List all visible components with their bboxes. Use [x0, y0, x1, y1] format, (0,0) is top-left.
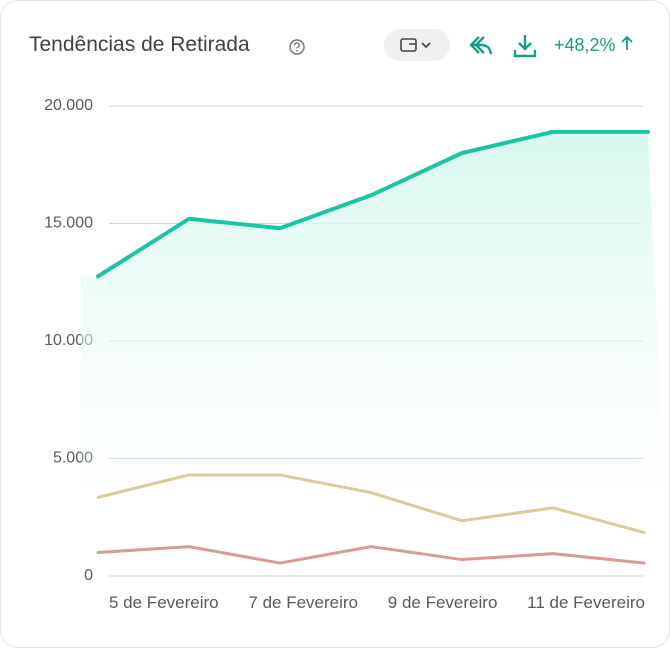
download-button[interactable] [512, 33, 538, 59]
x-tick-label: 11 de Fevereiro [527, 593, 645, 612]
y-tick-label: 20.000 [44, 97, 93, 114]
x-axis-labels: 5 de Fevereiro 7 de Fevereiro 9 de Feverei… [109, 593, 645, 613]
share-button[interactable] [468, 33, 494, 59]
y-tick-label: 15.000 [44, 215, 93, 232]
x-tick-label: 7 de Fevereiro [248, 593, 359, 612]
line [96, 473, 646, 535]
line [96, 129, 650, 279]
area [81, 131, 669, 576]
change-value: +48,2% [554, 35, 616, 55]
help-icon[interactable] [288, 38, 306, 56]
up-arrow [620, 35, 633, 50]
line [96, 545, 646, 565]
wallet-dropdown[interactable] [384, 29, 450, 61]
x-tick-label: 5 de Fevereiro [109, 593, 219, 612]
y-tick-label: 10.000 [44, 332, 93, 349]
x-tick-label: 9 de Fevereiro [387, 593, 498, 612]
chart-title: Tendências de Retirada [29, 33, 250, 56]
change-indicator: +48,2% [554, 35, 633, 56]
